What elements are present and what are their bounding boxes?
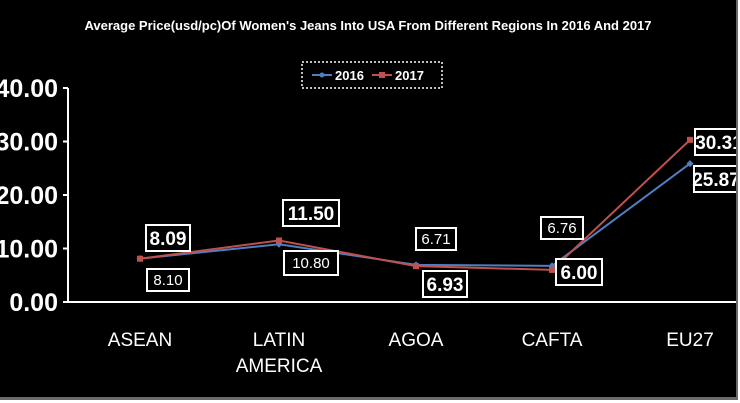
data-label-box <box>145 224 191 252</box>
data-label-box <box>282 199 340 227</box>
data-label-text: 6.71 <box>421 231 450 248</box>
point-2017 <box>137 255 143 262</box>
data-label-box <box>694 128 736 156</box>
y-tick-label: 20.00 <box>0 182 58 210</box>
data-label-2016-2: 6.93 <box>422 270 468 298</box>
data-label-text: 25.87 <box>692 170 736 191</box>
legend: 2016 2017 <box>301 61 443 89</box>
x-ticks: ASEAN LATIN AMERICA AGOA CAFTA EU27 <box>108 330 714 377</box>
y-ticks: 0.00 10.00 20.00 30.00 40.00 <box>0 75 68 317</box>
point-2017 <box>687 136 693 143</box>
y-tick-label: 40.00 <box>0 75 58 103</box>
x-tick-label: EU27 <box>666 330 714 351</box>
data-labels: 8.09 8.10 11.50 10.80 6.71 6.93 6.76 6.00 30.31 2… <box>145 128 736 298</box>
data-label-text: 8.09 <box>150 229 187 250</box>
data-label-2017-0: 8.09 <box>145 224 191 252</box>
data-label-text: 11.50 <box>288 204 335 225</box>
series-lines <box>136 136 694 273</box>
line-chart: Average Price(usd/pc)Of Women's Jeans In… <box>0 18 736 377</box>
y-tick-label: 0.00 <box>9 289 58 317</box>
chart-title: Average Price(usd/pc)Of Women's Jeans In… <box>84 18 651 33</box>
y-tick-label: 30.00 <box>0 129 58 157</box>
data-label-box <box>415 227 457 251</box>
data-label-text: 6.93 <box>427 275 464 296</box>
data-label-box <box>422 270 468 298</box>
x-tick-label: LATIN AMERICA <box>236 330 323 377</box>
data-label-box <box>693 165 736 193</box>
point-2016 <box>686 160 694 168</box>
data-label-2017-4: 30.31 <box>694 128 736 156</box>
x-tick-label: AGOA <box>389 330 444 351</box>
point-2017 <box>413 263 419 270</box>
data-label-text: 8.10 <box>153 272 182 289</box>
legend-box <box>301 61 443 89</box>
legend-2016-label: 2016 <box>335 68 364 83</box>
data-label-box <box>555 258 603 286</box>
data-label-2017-2: 6.71 <box>415 227 457 251</box>
point-2017 <box>549 266 555 273</box>
data-label-box <box>283 250 339 276</box>
data-label-text: 6.00 <box>561 263 598 284</box>
data-label-2017-1: 11.50 <box>282 199 340 227</box>
data-label-box <box>146 268 190 292</box>
legend-2016-marker <box>319 72 325 78</box>
x-tick-label: ASEAN <box>108 330 172 351</box>
x-tick-label: CAFTA <box>522 330 583 351</box>
data-label-2016-3: 6.76 <box>540 216 584 240</box>
data-label-text: 6.76 <box>547 220 576 237</box>
legend-2017-label: 2017 <box>395 68 424 83</box>
point-2017 <box>276 237 282 244</box>
data-label-box <box>540 216 584 240</box>
data-label-2016-0: 8.10 <box>146 268 190 292</box>
data-label-text: 30.31 <box>695 133 736 154</box>
legend-2017-marker <box>379 72 385 78</box>
data-label-text: 10.80 <box>292 255 330 272</box>
data-label-2016-1: 10.80 <box>283 250 339 276</box>
data-label-2017-3: 6.00 <box>555 258 603 286</box>
data-label-2016-4: 25.87 <box>692 165 736 193</box>
y-tick-label: 10.00 <box>0 236 58 264</box>
